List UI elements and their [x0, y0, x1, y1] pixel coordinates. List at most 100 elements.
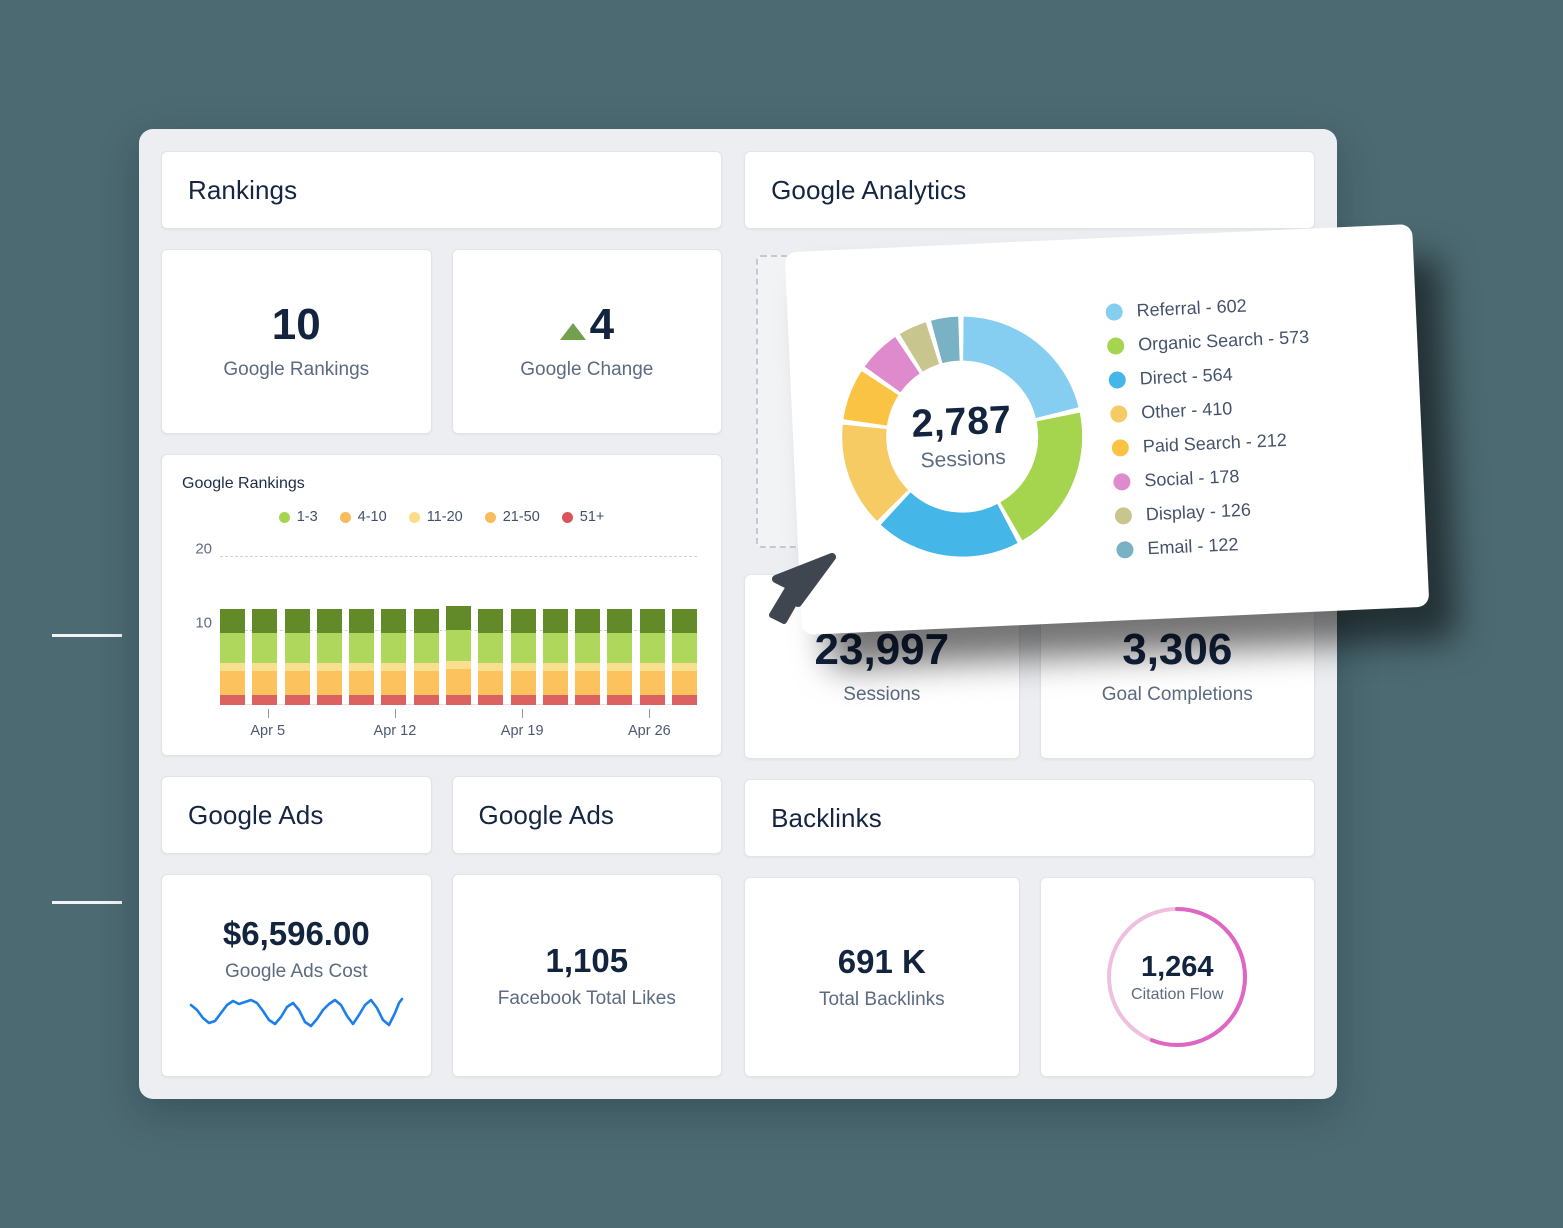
bar-segment	[671, 694, 697, 705]
google-ads-title-1: Google Ads	[188, 799, 324, 830]
x-axis-tick-mark	[522, 709, 524, 718]
bar-segment	[252, 608, 278, 634]
analytics-legend-item[interactable]: Organic Search - 573	[1106, 327, 1310, 357]
bar-column[interactable]	[381, 608, 407, 705]
bar-column[interactable]	[542, 608, 568, 705]
kpi-facebook-total-likes[interactable]: 1,105 Facebook Total Likes	[451, 874, 723, 1077]
bar-segment	[607, 670, 633, 695]
bar-segment	[284, 662, 310, 671]
kpi-google-ads-cost[interactable]: $6,596.00 Google Ads Cost	[161, 874, 432, 1077]
bar-column[interactable]	[252, 608, 278, 705]
legend-label: 21-50	[502, 509, 540, 525]
bar-column[interactable]	[607, 608, 633, 705]
legend-dot-icon	[1116, 540, 1134, 559]
x-axis-tick-mark	[267, 709, 269, 718]
kpi-google-rankings-value: 10	[271, 299, 321, 349]
chart-legend-item[interactable]: 11-20	[408, 509, 463, 525]
bar-column[interactable]	[316, 608, 342, 705]
legend-dot-icon	[484, 511, 496, 523]
analytics-legend-item[interactable]: Email - 122	[1116, 531, 1319, 561]
bar-column[interactable]	[639, 608, 665, 705]
donut-slice[interactable]	[864, 336, 921, 393]
donut-slice[interactable]	[843, 370, 899, 426]
sparkline-icon	[189, 997, 404, 1027]
y-axis-tick-label: 10	[195, 614, 212, 632]
bar-column[interactable]	[349, 608, 375, 705]
google-rankings-chart-card[interactable]: Google Rankings 1-3 4-10 11-20 21-50 51+ 10 2…	[161, 454, 723, 756]
bar-segment	[381, 608, 407, 634]
bar-column[interactable]	[510, 608, 536, 705]
chart-legend-item[interactable]: 51+	[561, 509, 605, 525]
analytics-legend-item[interactable]: Social - 178	[1113, 463, 1316, 493]
bar-segment	[510, 670, 536, 695]
legend-label: Paid Search - 212	[1142, 429, 1288, 457]
backlinks-section-header[interactable]: Backlinks	[744, 779, 1315, 857]
bar-segment	[607, 633, 633, 663]
legend-dot-icon	[1108, 371, 1127, 389]
bar-segment	[316, 662, 342, 671]
analytics-legend-item[interactable]: Referral - 602	[1105, 293, 1308, 323]
bar-segment	[413, 633, 439, 663]
donut-slice[interactable]	[899, 321, 940, 372]
kpi-google-ads-cost-value: $6,596.00	[222, 914, 370, 952]
analytics-legend-item[interactable]: Direct - 564	[1108, 361, 1311, 391]
bar-segment	[575, 608, 601, 634]
citation-flow-value: 1,264	[1140, 950, 1214, 983]
kpi-google-rankings[interactable]: 10 Google Rankings	[161, 249, 432, 434]
donut-slice[interactable]	[962, 316, 1079, 419]
google-analytics-section-header[interactable]: Google Analytics	[744, 151, 1315, 229]
legend-label: 4-10	[357, 509, 387, 525]
bar-column[interactable]	[478, 608, 504, 705]
donut-slice[interactable]	[880, 491, 1018, 557]
bar-segment	[671, 662, 697, 671]
decorative-line-bottom	[52, 901, 122, 904]
bar-segment	[413, 670, 439, 695]
mouse-pointer-icon	[769, 553, 836, 624]
google-ads-section-header-2[interactable]: Google Ads	[451, 776, 723, 854]
sessions-donut-chart[interactable]: 2,787 Sessions	[834, 308, 1091, 565]
bar-segment	[542, 670, 568, 695]
bar-column[interactable]	[671, 608, 697, 705]
kpi-google-change[interactable]: 4 Google Change	[451, 249, 723, 434]
chart-legend-item[interactable]: 1-3	[278, 509, 318, 525]
bar-segment	[542, 694, 568, 705]
floating-analytics-card[interactable]: 2,787 Sessions Referral - 602 Organic Sea…	[784, 223, 1430, 636]
bar-column[interactable]	[445, 605, 471, 705]
legend-label: Referral - 602	[1136, 295, 1248, 321]
bar-segment	[413, 608, 439, 634]
kpi-google-ads-cost-label: Google Ads Cost	[224, 960, 368, 982]
donut-slice[interactable]	[842, 424, 909, 521]
legend-label: 51+	[579, 509, 605, 525]
bar-segment	[607, 694, 633, 705]
chart-legend-item[interactable]: 21-50	[484, 509, 540, 525]
kpi-total-backlinks[interactable]: 691 K Total Backlinks	[744, 877, 1020, 1077]
analytics-legend-item[interactable]: Other - 410	[1109, 395, 1313, 425]
chart-legend-item[interactable]: 4-10	[339, 509, 387, 525]
bar-column[interactable]	[575, 608, 601, 705]
kpi-total-backlinks-label: Total Backlinks	[818, 989, 945, 1010]
bar-column[interactable]	[284, 608, 310, 705]
x-axis-tick-label: Apr 19	[500, 723, 544, 739]
y-axis-tick-label: 20	[195, 540, 212, 558]
bar-segment	[607, 608, 633, 634]
kpi-goal-completions-label: Goal Completions	[1101, 683, 1253, 705]
kpi-citation-flow[interactable]: 1,264 Citation Flow	[1039, 877, 1315, 1077]
x-axis-tick-label: Apr 26	[628, 723, 671, 739]
google-ads-section-header-1[interactable]: Google Ads	[161, 776, 432, 854]
bar-segment	[510, 694, 536, 705]
bar-segment	[542, 662, 568, 671]
gridline	[220, 555, 698, 557]
donut-chart-icon	[842, 316, 1083, 557]
donut-slice[interactable]	[999, 412, 1083, 540]
bar-segment	[542, 608, 568, 634]
backlinks-kpi-row: 691 K Total Backlinks 1,264 Citation Flo…	[744, 877, 1315, 1077]
bar-column[interactable]	[220, 608, 245, 705]
kpi-facebook-likes-label: Facebook Total Likes	[497, 987, 676, 1009]
rankings-section-header[interactable]: Rankings	[161, 151, 723, 229]
analytics-legend-item[interactable]: Display - 126	[1114, 497, 1317, 527]
bar-segment	[220, 608, 245, 634]
legend-label: 1-3	[296, 509, 318, 525]
donut-slice[interactable]	[930, 316, 961, 363]
analytics-legend-item[interactable]: Paid Search - 212	[1111, 429, 1314, 459]
bar-column[interactable]	[413, 608, 439, 705]
